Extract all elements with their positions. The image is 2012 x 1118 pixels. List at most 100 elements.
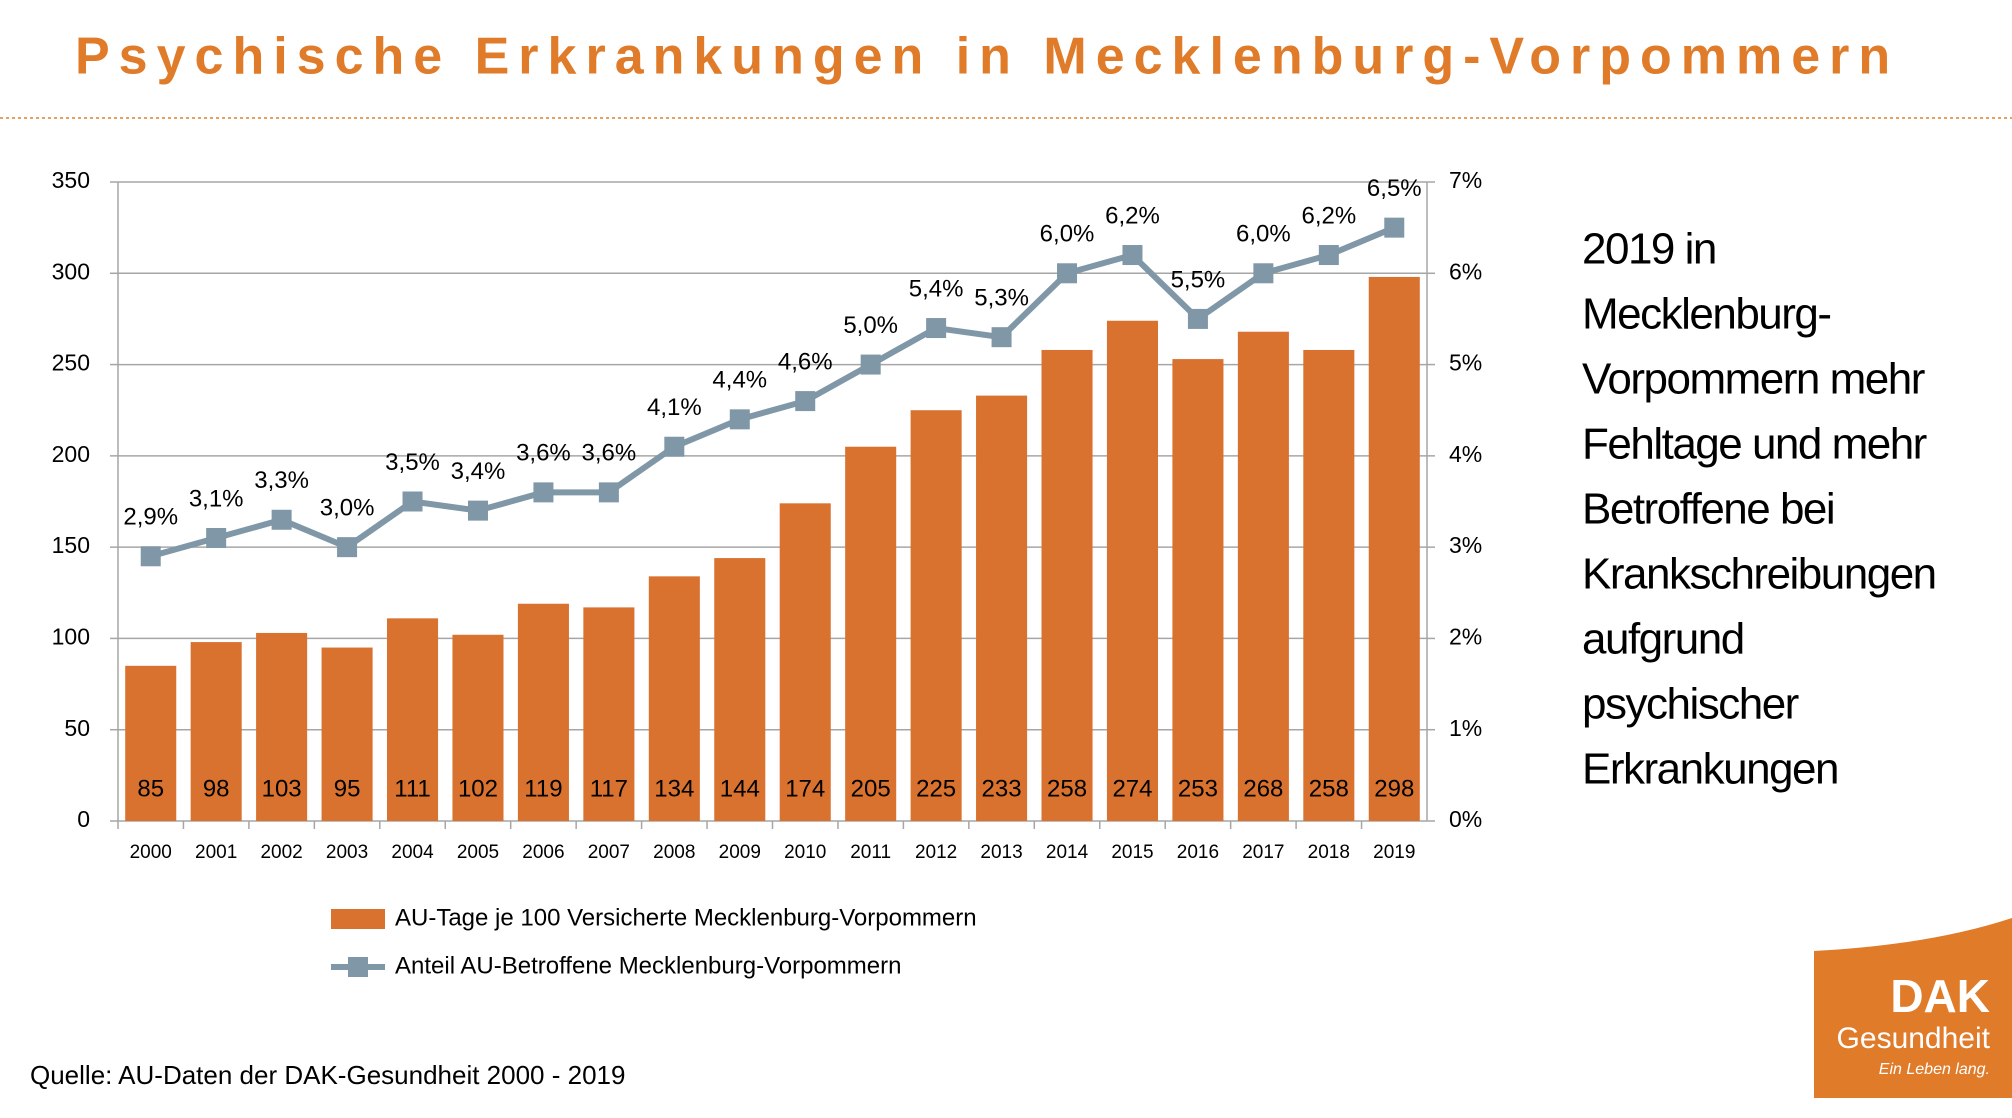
bar <box>452 634 504 821</box>
line-label: 3,5% <box>385 449 440 476</box>
line-marker <box>271 509 292 530</box>
x-tick-label: 2006 <box>522 842 564 863</box>
bar-label: 298 <box>1374 775 1414 802</box>
y2-tick-label: 7% <box>1449 167 1482 193</box>
bar-label: 233 <box>982 775 1022 802</box>
side-line: 2019 in <box>1582 225 1716 274</box>
bar-label: 102 <box>458 775 498 802</box>
line-label: 6,0% <box>1040 221 1095 248</box>
bar <box>256 632 308 821</box>
logo-sub: Gesundheit <box>1837 1022 1991 1055</box>
bar <box>1237 331 1289 821</box>
line-marker <box>729 409 750 430</box>
line-marker <box>533 482 554 503</box>
bar-label: 258 <box>1047 775 1087 802</box>
line-label: 3,0% <box>320 494 375 521</box>
bar-label: 134 <box>654 775 694 802</box>
bar-label: 274 <box>1112 775 1152 802</box>
y-tick-label: 200 <box>52 441 90 467</box>
x-tick-label: 2012 <box>915 842 957 863</box>
x-tick-label: 2004 <box>391 842 434 863</box>
line-marker <box>337 537 358 558</box>
x-tick-label: 2009 <box>719 842 761 863</box>
bar <box>910 410 962 821</box>
bar-label: 85 <box>137 775 164 802</box>
line-label: 2,9% <box>123 504 178 531</box>
bar-label: 111 <box>394 775 430 802</box>
line-marker <box>1122 245 1143 266</box>
x-tick-label: 2019 <box>1373 842 1415 863</box>
line-marker <box>926 318 947 339</box>
side-line: psychischer <box>1582 680 1799 729</box>
x-tick-label: 2018 <box>1308 842 1350 863</box>
line-marker <box>1318 245 1339 266</box>
side-line: Erkrankungen <box>1582 745 1838 794</box>
line-label: 5,5% <box>1171 266 1226 293</box>
x-tick-label: 2002 <box>260 842 302 863</box>
bar-label: 95 <box>334 775 361 802</box>
bar-label: 205 <box>851 775 891 802</box>
bar-label: 174 <box>785 775 825 802</box>
x-tick-label: 2011 <box>850 842 891 863</box>
line-marker <box>1253 263 1274 284</box>
line-marker <box>860 354 881 375</box>
y2-tick-label: 2% <box>1449 624 1482 650</box>
x-tick-label: 2000 <box>130 842 172 863</box>
y2-tick-label: 1% <box>1449 715 1482 741</box>
line-label: 6,0% <box>1236 221 1291 248</box>
line-label: 4,6% <box>778 348 833 375</box>
line-marker <box>140 546 161 567</box>
bar <box>583 607 635 821</box>
x-tick-label: 2013 <box>980 842 1022 863</box>
source: Quelle: AU-Daten der DAK-Gesundheit 2000… <box>30 1060 625 1090</box>
logo-slogan: Ein Leben lang. <box>1879 1061 1990 1078</box>
y-tick-label: 300 <box>52 258 90 284</box>
bar-label: 268 <box>1243 775 1283 802</box>
line-label: 3,1% <box>189 485 244 512</box>
side-line: Krankschreibungen <box>1582 550 1936 599</box>
line-label: 5,0% <box>843 312 898 339</box>
bar-label: 117 <box>590 775 628 802</box>
line-label: 6,2% <box>1301 202 1356 229</box>
side-line: aufgrund <box>1582 615 1744 664</box>
side-line: Vorpommern mehr <box>1582 355 1925 404</box>
line-marker <box>664 436 685 457</box>
line-label: 3,6% <box>516 440 571 467</box>
line-label: 3,4% <box>451 458 506 485</box>
y2-tick-label: 0% <box>1449 806 1482 832</box>
line-marker <box>1057 263 1078 284</box>
bar <box>190 642 242 821</box>
bar <box>386 618 439 821</box>
y-tick-label: 150 <box>52 532 90 558</box>
bar <box>779 503 831 821</box>
line-marker <box>402 491 423 512</box>
side-line: Betroffene bei <box>1582 485 1834 534</box>
bar <box>125 665 177 821</box>
line-marker <box>206 528 227 549</box>
line <box>149 224 1396 560</box>
line-marker <box>1384 217 1405 238</box>
y2-tick-label: 4% <box>1449 441 1482 467</box>
line-label: 3,3% <box>254 467 309 494</box>
x-tick-label: 2003 <box>326 842 368 863</box>
bar <box>976 395 1028 821</box>
bar-label: 103 <box>262 775 302 802</box>
x-tick-label: 2017 <box>1242 842 1284 863</box>
y-tick-label: 50 <box>64 715 90 741</box>
x-tick-label: 2005 <box>457 842 499 863</box>
line-marker <box>991 327 1012 348</box>
bar-label: 119 <box>524 775 562 802</box>
x-tick-label: 2007 <box>588 842 630 863</box>
bar <box>1106 320 1159 821</box>
bar <box>1172 359 1224 821</box>
legend-swatch <box>331 909 385 929</box>
side-line: Fehltage und mehr <box>1582 420 1927 469</box>
x-tick-label: 2001 <box>195 842 237 863</box>
side-line: Mecklenburg- <box>1582 290 1831 339</box>
bar-label: 144 <box>720 775 760 802</box>
x-tick-label: 2010 <box>784 842 826 863</box>
y2-tick-label: 5% <box>1449 350 1482 376</box>
x-tick-label: 2008 <box>653 842 695 863</box>
line-label: 6,2% <box>1105 202 1160 229</box>
